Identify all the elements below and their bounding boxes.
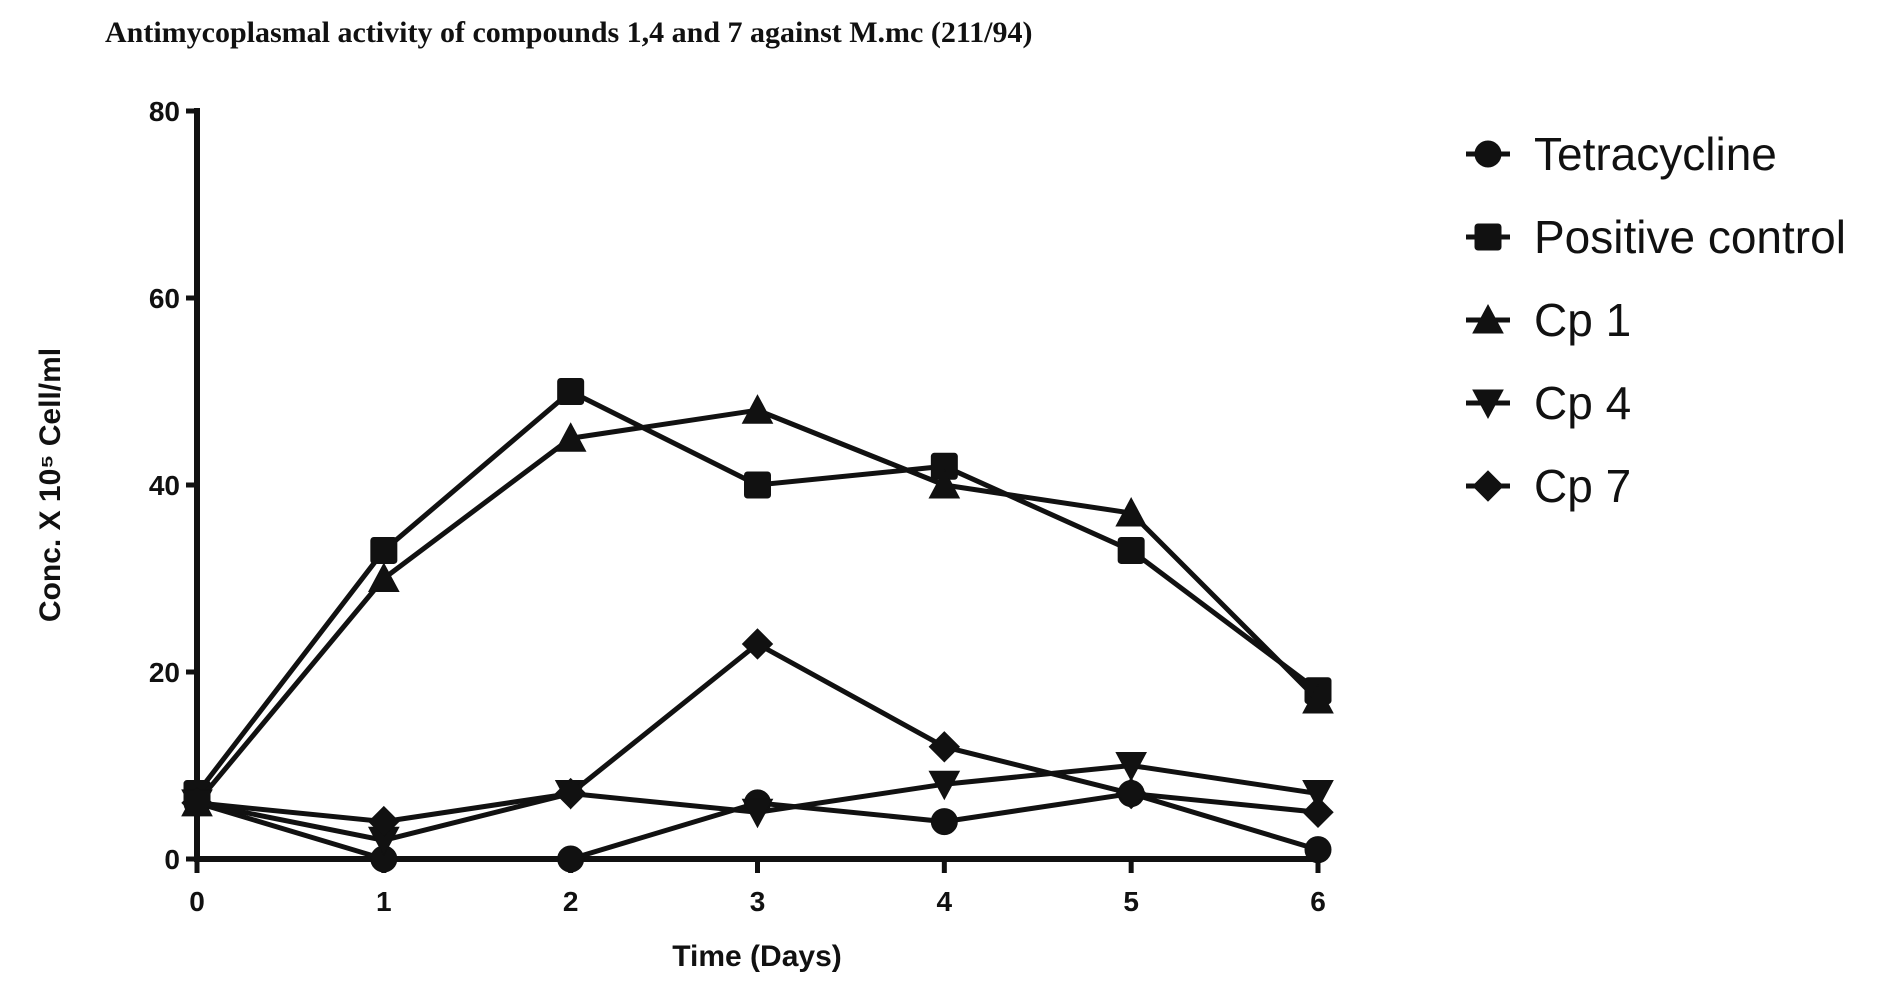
data-point-cp-1: [367, 562, 400, 592]
legend-item-positive-control: Positive control: [1466, 211, 1846, 263]
data-point-cp-7: [1302, 796, 1334, 828]
data-point-tetracycline: [557, 845, 585, 873]
series-line-cp-1: [195, 407, 1320, 805]
y-tick-label: 80: [149, 96, 180, 127]
data-point-cp-7: [741, 628, 774, 660]
y-tick-label: 20: [149, 657, 180, 688]
x-tick-label: 2: [563, 886, 579, 917]
data-point-cp-1: [1302, 683, 1334, 714]
legend-label: Cp 7: [1534, 460, 1631, 512]
data-point-cp-4: [928, 770, 961, 801]
series-cp-1: [181, 394, 1334, 817]
data-point-cp-1: [1115, 496, 1148, 527]
legend-label: Positive control: [1534, 211, 1846, 263]
x-tick-label: 1: [376, 886, 392, 917]
x-tick-label: 4: [937, 886, 953, 917]
data-point-cp-7: [368, 805, 400, 838]
data-point-cp-4: [1115, 752, 1148, 782]
legend-marker-cp-4: [1472, 389, 1504, 420]
data-point-cp-7: [554, 777, 587, 810]
y-tick-label: 40: [149, 470, 180, 501]
data-point-positive-control: [744, 471, 771, 499]
x-tick-label: 5: [1123, 886, 1139, 917]
data-point-cp-4: [1302, 780, 1334, 810]
legend-item-tetracycline: Tetracycline: [1466, 128, 1777, 180]
legend-label: Cp 4: [1534, 377, 1631, 429]
y-axis-label: Conc. X 10⁵ Cell/ml: [34, 348, 67, 622]
legend-marker-tetracycline: [1474, 140, 1502, 168]
x-axis-label: Time (Days): [672, 940, 842, 973]
data-point-positive-control: [370, 536, 398, 564]
x-ticks: 0 1 2 3 4 5 6: [189, 859, 1326, 917]
x-tick-label: 6: [1310, 886, 1326, 917]
series-positive-control: [183, 378, 1332, 808]
series-cp-7: [181, 628, 1334, 838]
x-tick-label: 0: [189, 886, 205, 917]
data-point-tetracycline: [1304, 836, 1332, 864]
data-point-cp-1: [928, 468, 961, 499]
legend-item-cp-7: Cp 7: [1466, 460, 1631, 512]
series-line-positive-control: [195, 389, 1320, 796]
legend-marker-positive-control: [1474, 223, 1502, 251]
chart-title: Antimycoplasmal activity of compounds 1,…: [105, 16, 1033, 49]
data-point-cp-4: [741, 798, 774, 829]
legend-label: Tetracycline: [1534, 128, 1777, 180]
legend-marker-cp-1: [1472, 303, 1504, 334]
legend-label: Cp 1: [1534, 294, 1631, 346]
data-point-cp-7: [1115, 777, 1147, 810]
data-point-positive-control: [1117, 536, 1145, 564]
series-cp-4: [181, 752, 1334, 857]
y-tick-label: 60: [149, 283, 180, 314]
y-tick-label: 0: [164, 844, 180, 875]
data-point-cp-1: [554, 422, 587, 452]
y-ticks: 0 20 40 60 80: [149, 96, 197, 875]
x-tick-label: 3: [750, 886, 766, 917]
data-point-cp-1: [741, 394, 774, 424]
data-point-positive-control: [557, 378, 585, 405]
data-point-tetracycline: [930, 808, 958, 836]
data-point-cp-7: [181, 787, 213, 819]
legend: Tetracycline Positive control Cp 1 Cp 4 Cp 7: [1466, 128, 1846, 512]
series-layer: [181, 378, 1334, 873]
data-point-cp-7: [928, 731, 961, 763]
legend-item-cp-4: Cp 4: [1466, 377, 1631, 429]
legend-marker-cp-7: [1472, 470, 1504, 502]
legend-item-cp-1: Cp 1: [1466, 294, 1631, 346]
